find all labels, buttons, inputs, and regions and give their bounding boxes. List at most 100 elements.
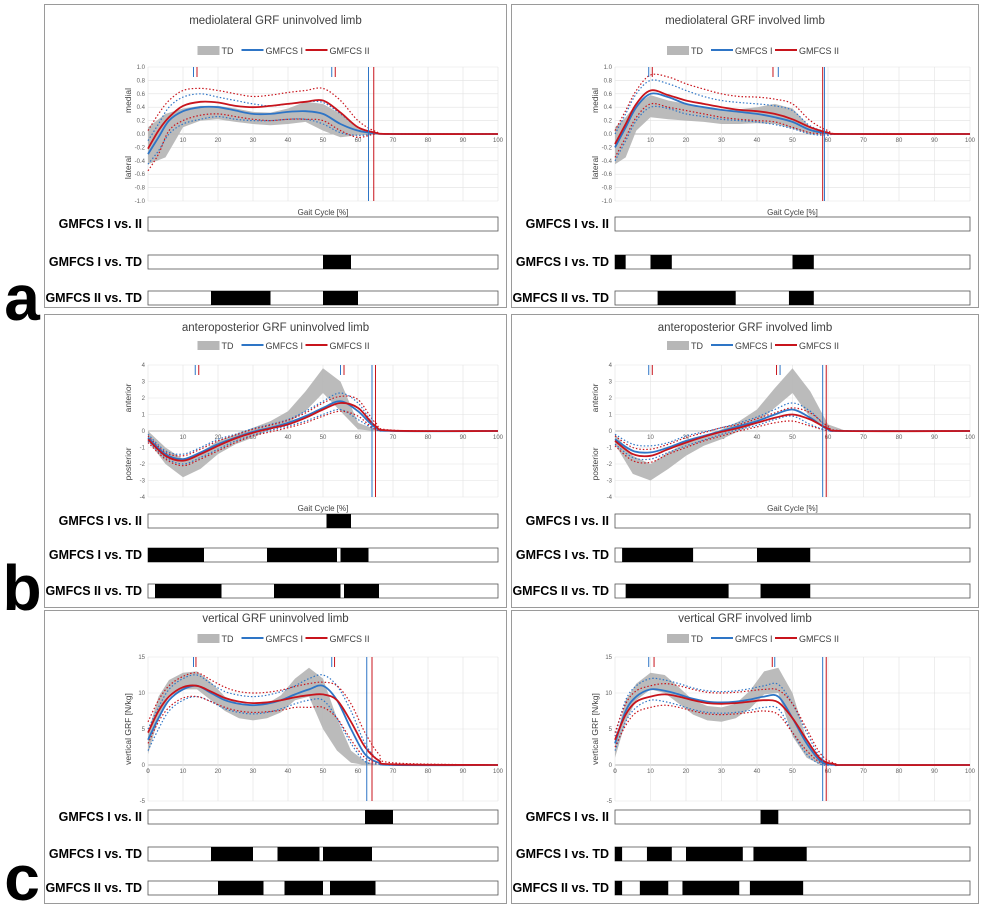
significance-block xyxy=(625,584,729,598)
x-tick-label: 10 xyxy=(180,435,187,441)
legend-g1-label: GMFCS I xyxy=(266,341,304,351)
comparison-label: GMFCS I vs. II xyxy=(526,217,609,231)
g1-sd-lower-line xyxy=(147,408,499,465)
y-tick-label: -0.8 xyxy=(602,186,613,192)
legend-td-label: TD xyxy=(691,46,703,56)
y-tick-label: 1 xyxy=(142,413,146,419)
significance-block xyxy=(792,255,814,269)
significance-block xyxy=(622,548,694,562)
y-tick-label: 0 xyxy=(142,429,146,435)
x-tick-label: 60 xyxy=(825,138,832,144)
g1-sd-lower-line xyxy=(147,115,498,165)
comparison-label: GMFCS I vs. II xyxy=(59,217,142,231)
x-tick-label: 50 xyxy=(320,769,327,775)
td-band xyxy=(148,368,498,478)
y-tick-label: -5 xyxy=(140,799,146,805)
significance-block xyxy=(615,881,623,895)
y-tick-label: 0.6 xyxy=(137,92,146,98)
g2-sd-lower-line xyxy=(147,410,499,467)
legend-g1-label: GMFCS I xyxy=(735,46,773,56)
legend-td-swatch xyxy=(197,46,220,55)
x-tick-label: 10 xyxy=(647,769,654,775)
legend-g1-label: GMFCS I xyxy=(735,341,773,351)
g2-sd-lower-line xyxy=(147,695,499,766)
significance-block xyxy=(760,584,811,598)
y-tick-label: -0.2 xyxy=(135,145,146,151)
x-tick-label: 70 xyxy=(390,138,397,144)
x-tick-label: 80 xyxy=(896,769,903,775)
section-letter-c: c xyxy=(4,842,40,914)
g2-sd-lower-line xyxy=(614,420,971,464)
y-axis-label-top: medial xyxy=(123,88,133,113)
x-axis-label: Gait Cycle [%] xyxy=(767,504,818,513)
chart-svg: vertical GRF uninvolved limb TD GMFCS I GMF… xyxy=(45,613,504,896)
y-tick-label: 0.4 xyxy=(604,105,613,111)
y-tick-label: -0.2 xyxy=(602,145,613,151)
y-tick-label: 0 xyxy=(142,763,146,769)
significance-block xyxy=(753,847,807,861)
y-tick-label: 1.0 xyxy=(604,65,613,71)
y-tick-label: 0.2 xyxy=(604,119,613,125)
x-tick-label: 80 xyxy=(896,435,903,441)
significance-block xyxy=(646,847,672,861)
x-tick-label: 50 xyxy=(789,435,796,441)
x-tick-label: 100 xyxy=(965,435,976,441)
y-axis-label: vertical GRF [N/kg] xyxy=(590,693,600,765)
legend-td-swatch xyxy=(667,634,689,643)
significance-block xyxy=(340,548,369,562)
y-axis-label-bottom: lateral xyxy=(590,156,600,179)
y-tick-label: 0.0 xyxy=(137,132,146,138)
significance-block xyxy=(615,847,623,861)
legend-td-label: TD xyxy=(222,46,234,56)
significance-block xyxy=(639,881,669,895)
x-tick-label: 0 xyxy=(146,769,150,775)
x-tick-label: 20 xyxy=(215,435,222,441)
y-tick-label: -4 xyxy=(140,495,146,501)
x-tick-label: 0 xyxy=(613,769,617,775)
y-tick-label: -2 xyxy=(140,462,146,468)
chart-title: mediolateral GRF uninvolved limb xyxy=(189,15,362,27)
x-tick-label: 80 xyxy=(896,138,903,144)
td-band xyxy=(148,667,498,765)
x-tick-label: 70 xyxy=(860,435,867,441)
x-tick-label: 30 xyxy=(250,138,257,144)
x-tick-label: 40 xyxy=(754,435,761,441)
significance-block xyxy=(284,881,323,895)
y-tick-label: 15 xyxy=(605,655,612,661)
legend-td-label: TD xyxy=(691,341,703,351)
comparison-label: GMFCS II vs. TD xyxy=(45,584,142,598)
td-band xyxy=(615,368,970,481)
significance-block xyxy=(788,291,814,305)
legend-td-swatch xyxy=(667,46,689,55)
x-tick-label: 40 xyxy=(285,769,292,775)
significance-bar-frame xyxy=(147,216,499,232)
x-tick-label: 100 xyxy=(493,769,504,775)
y-tick-label: -0.4 xyxy=(135,159,146,165)
x-tick-label: 30 xyxy=(718,138,725,144)
y-tick-label: 15 xyxy=(138,655,145,661)
significance-block xyxy=(218,881,264,895)
chart-title: anteroposterior GRF involved limb xyxy=(658,322,833,334)
y-axis-label-top: medial xyxy=(590,88,600,113)
comparison-label: GMFCS I vs. II xyxy=(526,514,609,528)
y-tick-label: -1 xyxy=(140,446,146,452)
significance-block xyxy=(686,847,743,861)
y-tick-label: 2 xyxy=(142,396,146,402)
y-tick-label: 0 xyxy=(609,763,613,769)
section-letter-a: a xyxy=(4,262,40,334)
y-tick-label: 0.4 xyxy=(137,105,146,111)
significance-block xyxy=(323,291,358,305)
chart-svg: anteroposterior GRF involved limb TD GMFCS… xyxy=(512,322,976,599)
x-tick-label: 60 xyxy=(825,435,832,441)
x-tick-label: 50 xyxy=(320,138,327,144)
chart-panel-ml_involved: mediolateral GRF involved limb TD GMFCS I G… xyxy=(511,4,979,308)
y-tick-label: 0.8 xyxy=(137,78,146,84)
x-tick-label: 20 xyxy=(215,138,222,144)
x-tick-label: 0 xyxy=(146,769,150,775)
y-tick-label: -0.6 xyxy=(135,172,146,178)
x-tick-label: 60 xyxy=(355,138,362,144)
x-tick-label: 90 xyxy=(931,138,938,144)
significance-block xyxy=(650,255,672,269)
y-tick-label: -3 xyxy=(140,479,146,485)
x-tick-label: 40 xyxy=(754,138,761,144)
